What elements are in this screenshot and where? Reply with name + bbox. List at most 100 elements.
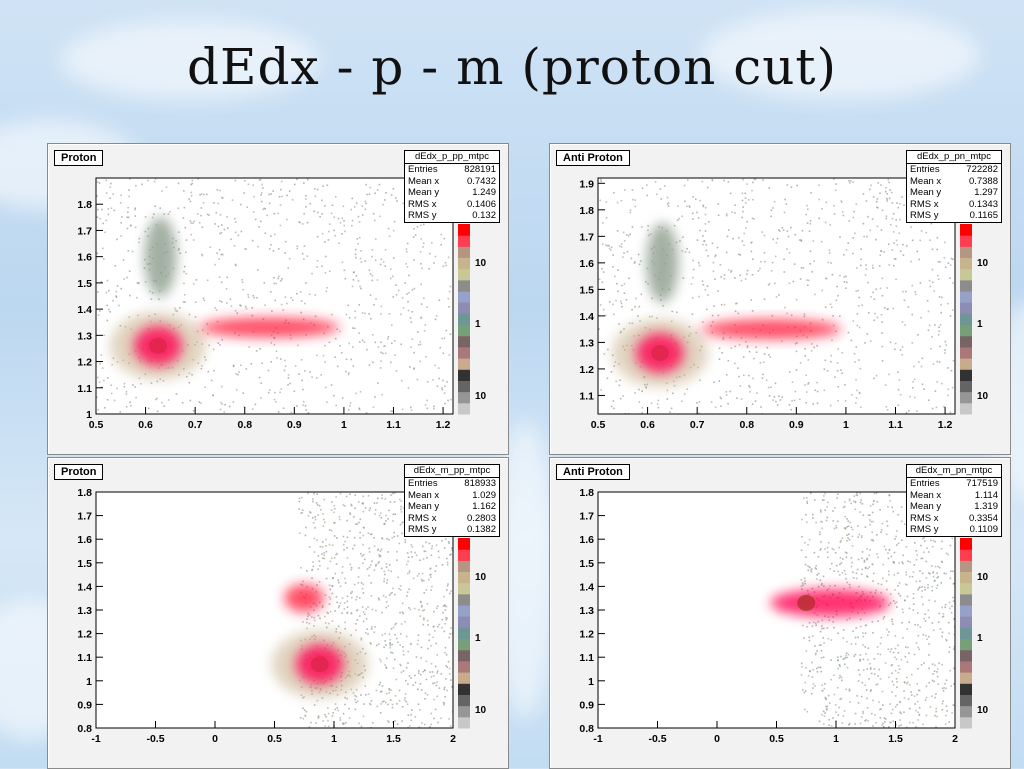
y-tick-label: 1.2: [77, 357, 92, 369]
y-tick-label: 0.9: [77, 699, 92, 711]
stats-label: Mean x: [910, 175, 942, 187]
z-color-cell: [458, 716, 470, 729]
x-tick-label: 0.9: [287, 419, 302, 431]
stats-value: 0.1382: [466, 524, 496, 535]
density-blob: [770, 588, 891, 617]
stats-box: dEdx_p_pn_mtpc Entries 722282 Mean x 0.738…: [906, 150, 1002, 223]
stats-row: Mean x 0.7388: [907, 176, 1001, 188]
stats-value: 0.1165: [969, 210, 998, 221]
z-color-cell: [960, 358, 972, 370]
z-color-cell: [458, 257, 470, 270]
y-tick-label: 1.8: [77, 199, 92, 211]
stats-label: Entries: [910, 478, 940, 489]
z-color-cell: [960, 638, 972, 651]
stats-label: Mean y: [910, 187, 942, 198]
z-tick-label: 10: [475, 391, 487, 402]
x-tick-label: 2: [450, 733, 456, 745]
x-tick-label: 0.8: [237, 419, 252, 431]
z-tick-label: 1: [475, 633, 481, 644]
x-tick-label: -0.5: [648, 733, 666, 745]
stats-value: 0.1109: [969, 524, 998, 535]
density-blob: [295, 644, 344, 685]
z-color-cell: [960, 346, 972, 359]
slide-title: dEdx - p - m (proton cut): [187, 38, 837, 96]
stats-value: 1.319: [974, 501, 998, 512]
y-tick-label: 1.4: [77, 304, 92, 316]
stats-value: 1.297: [974, 187, 998, 198]
density-blob: [284, 584, 325, 613]
z-color-cell: [960, 716, 972, 729]
x-tick-label: 0.8: [739, 419, 754, 431]
z-color-cell: [458, 369, 470, 381]
stats-value: 0.132: [472, 210, 496, 221]
y-tick-label: 1.1: [579, 652, 594, 664]
z-color-cell: [458, 291, 470, 303]
z-color-cell: [960, 291, 972, 303]
stats-label: Mean x: [408, 175, 440, 187]
y-tick-label: 1.2: [579, 364, 594, 376]
z-color-cell: [960, 694, 972, 707]
z-tick-label: 10: [475, 258, 487, 269]
x-tick-label: 1.1: [386, 419, 401, 431]
z-color-cell: [458, 605, 470, 617]
x-tick-label: 0.7: [690, 419, 705, 431]
plot-area: [95, 491, 454, 729]
z-color-cell: [960, 627, 972, 640]
z-color-cell: [458, 593, 470, 606]
x-tick-label: 0.6: [138, 419, 153, 431]
y-tick-label: 1.9: [579, 178, 594, 190]
stats-row: Mean y 1.319: [907, 501, 1001, 513]
stats-box: dEdx_p_pp_mtpc Entries 828191 Mean x 0.743…: [404, 150, 500, 223]
density-layer: [770, 492, 955, 728]
density-blob: [199, 317, 340, 338]
z-color-cell: [458, 649, 470, 662]
x-tick-label: 1: [341, 419, 347, 431]
stats-value: 1.114: [974, 489, 998, 501]
stats-value: 818933: [464, 478, 496, 489]
y-tick-label: 1.1: [77, 383, 92, 395]
x-tick-label: 1: [843, 419, 849, 431]
z-color-cell: [960, 402, 972, 415]
stats-value: 1.029: [472, 489, 496, 501]
z-color-cell: [458, 268, 470, 281]
y-tick-label: 1: [588, 676, 594, 688]
x-tick-label: 0.5: [769, 733, 784, 745]
x-tick-label: 0.5: [591, 419, 606, 431]
x-tick-label: -1: [593, 733, 602, 745]
x-tick-label: -1: [91, 733, 100, 745]
z-color-cell: [458, 694, 470, 707]
stats-value: 0.1343: [968, 198, 998, 210]
y-tick-label: 1.6: [579, 258, 594, 270]
z-color-cell: [960, 605, 972, 617]
z-tick-label: 10: [475, 572, 487, 583]
z-color-cell: [458, 660, 470, 673]
stats-row: Mean y 1.297: [907, 187, 1001, 199]
y-tick-label: 1.3: [579, 605, 594, 617]
stats-label: RMS x: [910, 512, 939, 524]
stats-row: Entries 717519: [907, 478, 1001, 490]
stats-label: Mean y: [408, 187, 440, 198]
density-blob: [646, 222, 679, 303]
z-color-cell: [458, 235, 470, 247]
density-layer: [598, 178, 955, 414]
stats-title: dEdx_p_pp_mtpc: [405, 151, 499, 164]
stats-label: Mean y: [910, 501, 942, 512]
z-color-cell: [458, 380, 470, 393]
z-color-cell: [960, 380, 972, 393]
stats-value: 0.3354: [968, 512, 998, 524]
stats-title: dEdx_p_pn_mtpc: [907, 151, 1001, 164]
stats-label: RMS x: [408, 512, 437, 524]
plot-area: [597, 491, 956, 729]
y-tick-label: 1.3: [77, 330, 92, 342]
z-tick-label: 10: [977, 572, 989, 583]
stats-label: RMS y: [910, 524, 939, 535]
z-color-cell: [960, 246, 972, 259]
z-color-cell: [458, 358, 470, 370]
z-color-cell: [458, 582, 470, 595]
density-blob: [133, 325, 182, 366]
y-tick-label: 1.8: [77, 487, 92, 499]
z-color-cell: [458, 683, 470, 695]
z-color-cell: [960, 593, 972, 606]
panel-label: Anti Proton: [556, 464, 630, 480]
stats-value: 722282: [966, 164, 998, 175]
